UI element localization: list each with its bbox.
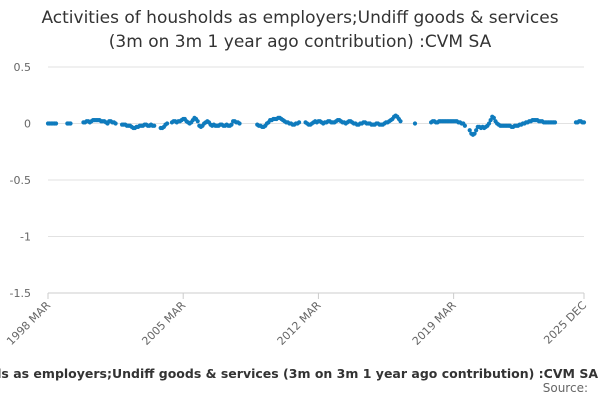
legend: Activities of housholds as employers;Und…	[0, 366, 600, 384]
y-tick-label: -1	[20, 231, 31, 244]
x-axis-tick-labels: 1998 MAR 2005 MAR 2012 MAR 2019 MAR 2025 DEC	[4, 299, 589, 348]
legend-series-label: Activities of housholds as employers;Und…	[0, 366, 598, 381]
data-point	[488, 118, 493, 123]
data-point	[472, 131, 477, 136]
chart-title: Activities of housholds as employers;Und…	[0, 6, 600, 54]
data-point	[581, 120, 587, 125]
x-axis	[47, 292, 585, 299]
data-point	[491, 115, 496, 120]
data-point	[462, 123, 467, 128]
data-point	[237, 121, 242, 126]
x-tick-label: 1998 MAR	[4, 299, 53, 348]
data-point	[412, 121, 418, 126]
x-tick-label: 2019 MAR	[410, 299, 459, 348]
data-point	[53, 121, 59, 126]
y-axis-tick-labels: 0.5 0 -0.5 -1 -1.5	[10, 61, 31, 300]
data-point	[68, 121, 73, 126]
data-point	[165, 121, 170, 126]
data-point	[229, 122, 234, 127]
data-point	[474, 128, 479, 133]
x-tick-label: 2005 MAR	[139, 299, 188, 348]
chart-title-line-2: (3m on 3m 1 year ago contribution) :CVM …	[108, 32, 492, 52]
gridlines	[48, 66, 584, 294]
chart-title-line-1: Activities of housholds as employers;Und…	[41, 8, 559, 28]
y-tick-label: -1.5	[10, 287, 31, 300]
y-tick-label: 0	[24, 118, 31, 131]
y-tick-label: 0.5	[14, 61, 32, 74]
x-tick-label: 2025 DEC	[541, 299, 589, 347]
x-tick-label: 2012 MAR	[275, 299, 324, 348]
data-point	[486, 121, 492, 126]
source-label: Source:	[542, 381, 588, 395]
y-tick-label: -0.5	[10, 174, 31, 187]
data-point	[152, 123, 157, 128]
data-point	[296, 120, 302, 125]
data-point	[467, 128, 472, 133]
data-point	[195, 119, 200, 124]
data-point	[113, 121, 118, 126]
data-point	[552, 120, 558, 125]
data-point	[398, 119, 403, 124]
data-points	[45, 113, 587, 137]
